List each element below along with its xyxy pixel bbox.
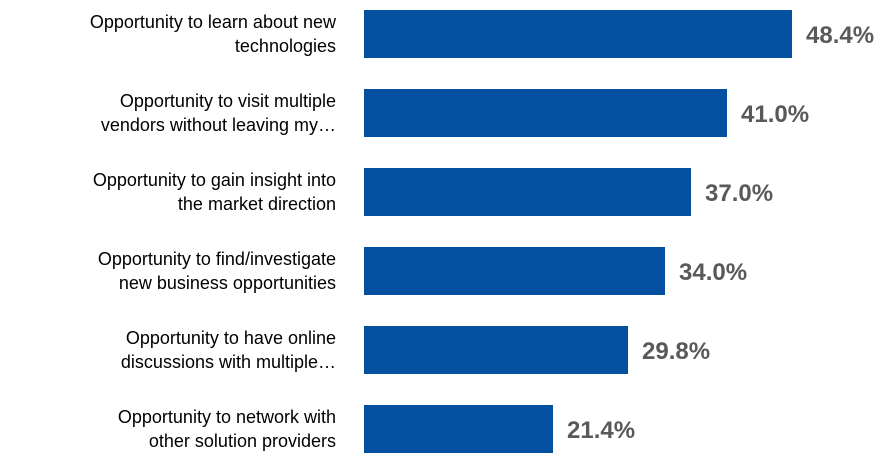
category-label-line: vendors without leaving my… — [100, 115, 336, 135]
category-label-line: the market direction — [177, 194, 336, 214]
category-label-line: Opportunity to learn about new — [89, 12, 336, 32]
category-label-line: discussions with multiple… — [120, 352, 336, 372]
bar — [364, 89, 727, 137]
category-label-line: Opportunity to gain insight into — [92, 170, 336, 190]
data-label: 34.0% — [679, 259, 748, 286]
category-label: Opportunity to have online discussions wi… — [0, 326, 336, 374]
bar — [364, 168, 691, 216]
category-label-line: Opportunity to have online — [125, 328, 336, 348]
category-label-line: new business opportunities — [118, 273, 336, 293]
data-label: 29.8% — [642, 338, 711, 365]
category-label-line: Opportunity to find/investigate — [97, 249, 336, 269]
bar — [364, 10, 792, 58]
category-label: Opportunity to network with other solutio… — [0, 405, 336, 453]
category-label-line: technologies — [234, 36, 336, 56]
category-label-line: Opportunity to network with — [117, 407, 336, 427]
data-label: 41.0% — [741, 101, 810, 128]
data-label: 21.4% — [567, 417, 636, 444]
category-label-line: Opportunity to visit multiple — [119, 91, 336, 111]
data-label: 48.4% — [806, 22, 875, 49]
data-label: 37.0% — [705, 180, 774, 207]
category-label: Opportunity to learn about new technologi… — [0, 10, 336, 58]
category-label: Opportunity to find/investigate new busin… — [0, 247, 336, 295]
bar — [364, 247, 665, 295]
bar — [364, 405, 553, 453]
category-label-line: other solution providers — [148, 431, 336, 451]
category-label: Opportunity to visit multiple vendors wit… — [0, 89, 336, 137]
bar — [364, 326, 628, 374]
category-label: Opportunity to gain insight into the mark… — [0, 168, 336, 216]
